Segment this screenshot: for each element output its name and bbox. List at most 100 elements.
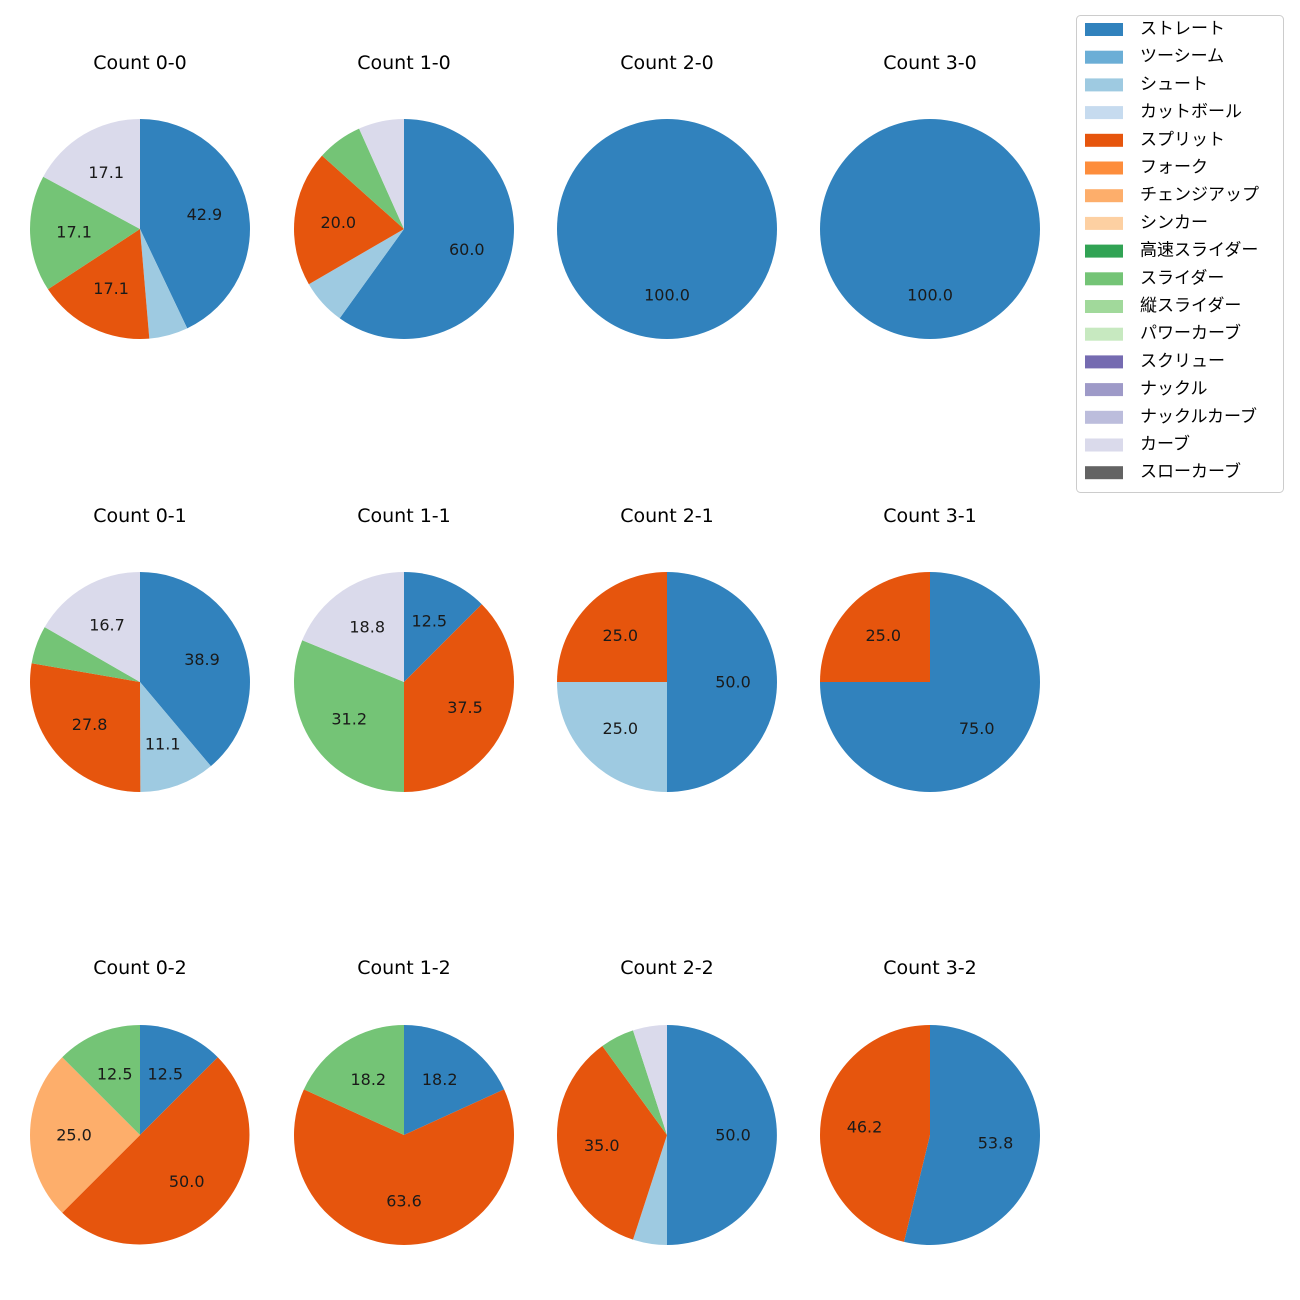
chart-title: Count 1-2 <box>357 957 451 979</box>
slice-label: 12.5 <box>147 1065 183 1084</box>
legend-item: スプリット <box>1085 130 1225 150</box>
pie-slice <box>667 572 777 792</box>
pie-slice <box>633 1135 667 1245</box>
pie-slice <box>404 572 482 682</box>
pie-charts: Count 0-0 42.9 17.1 17.1 17.1 Count 1-0 60.0 20… <box>30 52 1041 1246</box>
pie-slice <box>140 229 188 339</box>
legend-swatch <box>1085 78 1123 92</box>
pie-slice <box>140 119 250 329</box>
pie-slice <box>903 1025 1041 1245</box>
slice-label: 37.5 <box>447 698 483 717</box>
pie-slice <box>820 1025 930 1242</box>
slice-label: 53.8 <box>978 1133 1014 1152</box>
legend-box <box>1076 15 1284 493</box>
slice-label: 38.9 <box>184 650 220 669</box>
legend-item: ツーシーム <box>1085 47 1224 67</box>
legend-swatch <box>1085 50 1123 64</box>
legend-label: シンカー <box>1140 213 1208 233</box>
legend-swatch <box>1085 383 1123 397</box>
pie-slice <box>48 229 150 339</box>
legend-swatch <box>1085 438 1123 452</box>
legend-swatch <box>1085 355 1123 369</box>
slice-label: 63.6 <box>386 1192 422 1211</box>
pie-chart: Count 2-1 50.0 25.0 25.0 <box>557 505 777 792</box>
legend-item: シンカー <box>1085 213 1208 233</box>
legend-item: ナックル <box>1085 379 1208 399</box>
legend-label: 高速スライダー <box>1140 241 1258 261</box>
chart-title: Count 2-2 <box>620 957 714 979</box>
legend-label: ナックルカーブ <box>1140 406 1257 427</box>
slice-label: 50.0 <box>169 1172 205 1191</box>
chart-title: Count 0-2 <box>93 957 187 979</box>
pie-slice <box>140 682 211 792</box>
legend-label: ナックル <box>1140 379 1208 399</box>
slice-label: 100.0 <box>644 286 690 305</box>
legend-item: スライダー <box>1085 268 1224 288</box>
chart-title: Count 3-1 <box>883 505 977 527</box>
pie-chart: Count 1-1 12.5 37.5 31.2 18.8 <box>293 505 514 792</box>
legend-item: シュート <box>1085 74 1208 94</box>
legend-label: カーブ <box>1140 434 1190 455</box>
pie-slice <box>303 1025 404 1135</box>
legend-item: 縦スライダー <box>1085 296 1241 316</box>
slice-label: 20.0 <box>320 213 356 232</box>
legend-swatch <box>1085 466 1123 480</box>
pie-slice <box>667 1025 777 1245</box>
pie-slice <box>820 119 1040 339</box>
slice-label: 100.0 <box>907 286 953 305</box>
legend-swatch <box>1085 23 1123 36</box>
pie-slice <box>30 1057 140 1213</box>
pie-chart: Count 1-2 18.2 63.6 18.2 <box>293 957 514 1246</box>
legend-label: シュート <box>1140 74 1208 94</box>
chart-title: Count 3-2 <box>883 957 977 979</box>
chart-title: Count 1-1 <box>357 505 451 527</box>
legend-swatch <box>1085 300 1123 313</box>
pie-chart: Count 1-0 60.0 20.0 <box>293 52 515 339</box>
pie-chart: Count 3-2 53.8 46.2 <box>820 957 1041 1245</box>
slice-label: 50.0 <box>715 673 751 692</box>
chart-title: Count 1-0 <box>357 52 451 74</box>
slice-label: 11.1 <box>145 735 181 754</box>
slice-label: 17.1 <box>88 163 124 182</box>
chart-title: Count 2-0 <box>620 52 714 74</box>
slice-label: 12.5 <box>411 612 447 631</box>
legend-swatch <box>1085 133 1123 147</box>
slice-label: 31.2 <box>331 709 367 728</box>
legend-label: スプリット <box>1140 130 1225 150</box>
slice-label: 17.1 <box>93 279 129 298</box>
pie-slice <box>302 572 404 682</box>
legend-swatch <box>1085 216 1123 230</box>
legend-swatch <box>1085 161 1123 175</box>
legend-label: フォーク <box>1140 158 1208 178</box>
slice-label: 50.0 <box>715 1126 751 1145</box>
pie-slice <box>557 682 667 792</box>
legend: ストレートツーシームシュートカットボールスプリットフォークチェンジアップシンカー… <box>1076 15 1284 493</box>
slice-label: 25.0 <box>56 1126 92 1145</box>
legend-swatch <box>1085 244 1123 258</box>
legend-label: チェンジアップ <box>1140 185 1259 205</box>
legend-item: スクリュー <box>1085 351 1225 371</box>
legend-label: スクリュー <box>1140 351 1225 371</box>
slice-label: 27.8 <box>72 715 108 734</box>
pie-chart: Count 0-0 42.9 17.1 17.1 17.1 <box>30 52 250 339</box>
pie-slice <box>633 1025 667 1135</box>
legend-item: フォーク <box>1085 158 1208 178</box>
pie-slice <box>44 572 140 682</box>
pie-slice <box>820 572 930 682</box>
pie-slice <box>557 119 777 339</box>
legend-swatch <box>1085 327 1123 341</box>
pie-slice <box>322 128 404 229</box>
slice-label: 17.1 <box>56 222 92 241</box>
legend-swatch <box>1085 189 1123 203</box>
pie-chart: Count 3-0 100.0 <box>820 52 1040 339</box>
pie-slice <box>140 572 250 767</box>
pie-slice <box>140 1025 218 1135</box>
slice-label: 18.8 <box>349 618 385 637</box>
pie-slice <box>62 1025 140 1135</box>
legend-item: パワーカーブ <box>1085 323 1241 344</box>
pie-chart: Count 0-1 38.9 11.1 27.8 16.7 <box>30 505 250 793</box>
pie-slice <box>31 627 140 682</box>
pie-slice <box>404 1025 505 1135</box>
legend-label: スローカーブ <box>1140 461 1241 482</box>
slice-label: 16.7 <box>89 615 125 634</box>
